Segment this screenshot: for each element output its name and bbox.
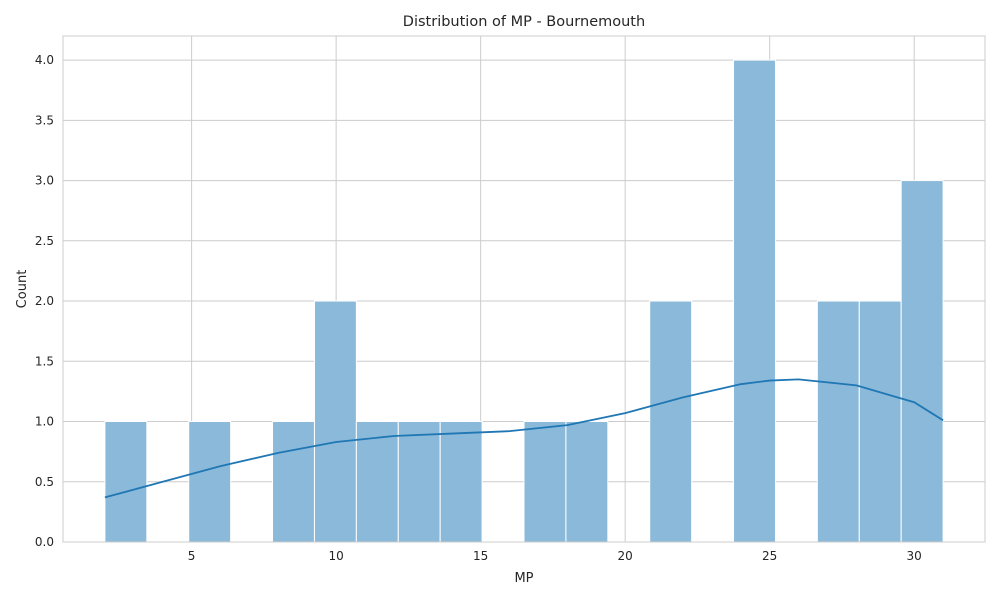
histogram-bar: [439, 421, 483, 543]
kde-line: [104, 378, 944, 499]
histogram-bar: [272, 421, 315, 543]
axes-frame: [62, 35, 986, 543]
histogram-bar: [858, 300, 902, 543]
histogram-bar: [816, 300, 860, 543]
x-tick-label: 25: [762, 549, 777, 563]
x-tick-labels: 5 10 15 20 25 30: [188, 549, 922, 563]
histogram-bar: [565, 421, 609, 543]
chart-title: Distribution of MP - Bournemouth: [403, 14, 645, 30]
histogram-bar: [104, 421, 148, 543]
x-tick-label: 15: [473, 549, 488, 563]
x-tick-label: 20: [618, 549, 633, 563]
y-tick-label: 2.5: [35, 234, 54, 248]
y-tick-label: 1.5: [35, 354, 54, 368]
y-axis-label: Count: [15, 270, 30, 309]
x-tick-label: 30: [907, 549, 922, 563]
y-tick-label: 3.5: [35, 113, 54, 127]
y-tick-label: 1.0: [35, 415, 54, 429]
histogram-bar: [397, 421, 441, 543]
y-tick-label: 0.5: [35, 475, 54, 489]
histogram-bar: [649, 300, 693, 543]
y-tick-label: 2.0: [35, 294, 54, 308]
y-tick-labels: 0.0 0.5 1.0 1.5 2.0 2.5 3.0 3.5 4.0: [35, 53, 54, 549]
histogram-bar: [313, 300, 357, 543]
y-tick-label: 3.0: [35, 174, 54, 188]
y-tick-label: 4.0: [35, 53, 54, 67]
bars: [104, 59, 944, 543]
histogram-bar: [900, 180, 944, 543]
x-tick-label: 10: [328, 549, 343, 563]
histogram-bar: [188, 421, 232, 543]
histogram-bar: [733, 59, 776, 543]
y-tick-label: 0.0: [35, 535, 54, 549]
x-axis-label: MP: [514, 571, 533, 586]
x-tick-label: 5: [188, 549, 196, 563]
histogram-bar: [523, 421, 567, 543]
